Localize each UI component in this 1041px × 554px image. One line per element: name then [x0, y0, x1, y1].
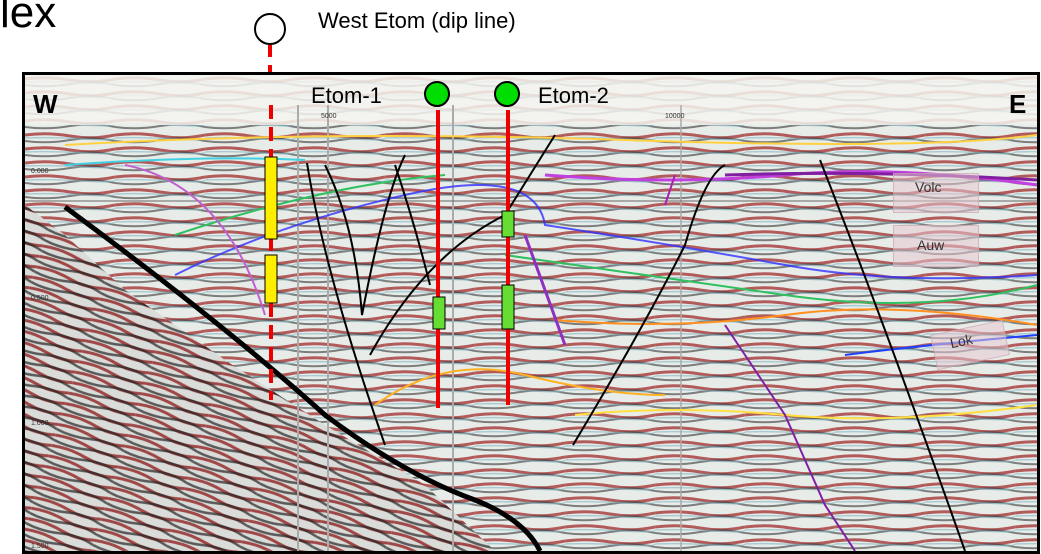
seismic-image	[25, 75, 1037, 551]
auw-zone-box	[893, 225, 979, 267]
etom-2-well-icon	[494, 81, 520, 107]
time-tick: 0.000	[31, 168, 49, 175]
well-label-etom-1: Etom-1	[311, 83, 382, 108]
slide-title-fragment: lex	[0, 0, 57, 37]
etom-1-well-icon	[424, 81, 450, 107]
well-label-etom-2: Etom-2	[538, 83, 609, 108]
proposed-well-icon	[254, 13, 286, 45]
volc-zone-box	[893, 173, 979, 213]
time-tick: 0.500	[31, 295, 49, 302]
west-label: W	[33, 89, 58, 119]
trace-tick: 10000	[665, 113, 685, 120]
trace-tick: 5000	[321, 113, 337, 120]
seismic-line-title: West Etom (dip line)	[318, 8, 516, 33]
seismic-section: Volc Auw Lok W E Etom-1 Etom-2 0.000 0.5…	[22, 72, 1040, 554]
time-tick: 1.000	[31, 420, 49, 427]
zone-label-volc: Volc	[915, 179, 942, 195]
east-label: E	[1009, 89, 1027, 119]
zone-label-auw: Auw	[917, 237, 945, 253]
time-tick: 1.500	[31, 543, 49, 550]
